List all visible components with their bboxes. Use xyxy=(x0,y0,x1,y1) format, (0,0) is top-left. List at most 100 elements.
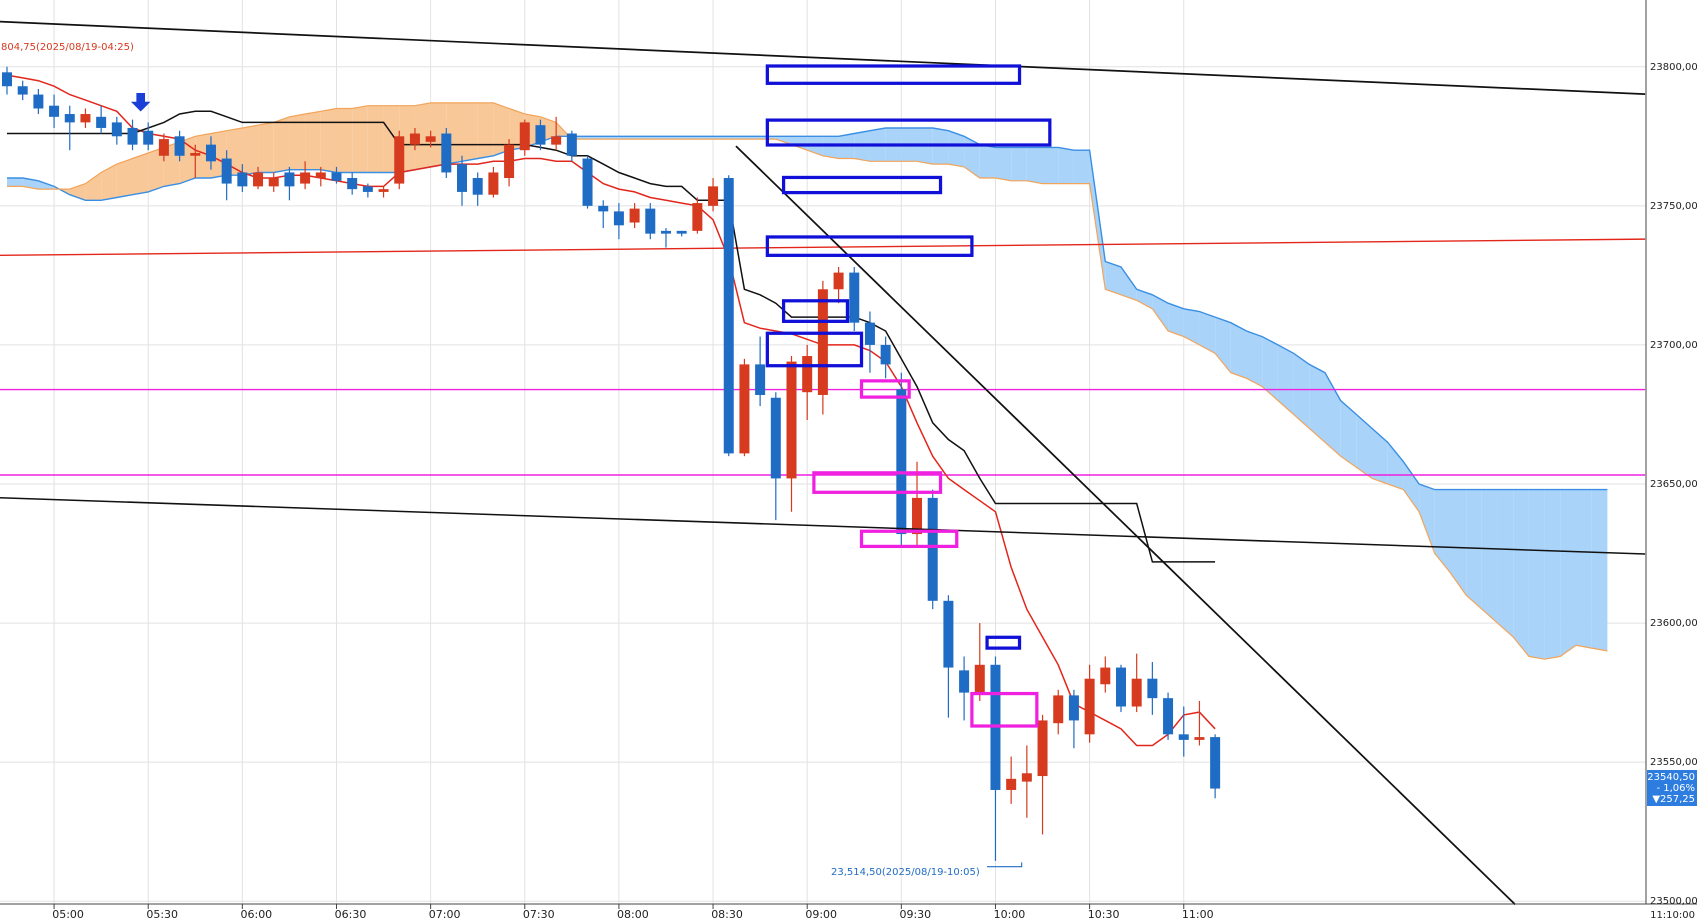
x-tick-label: 08:00 xyxy=(617,908,649,921)
cloud-segment xyxy=(1419,483,1435,554)
cloud-segment xyxy=(414,102,431,170)
cloud-segment xyxy=(1277,344,1294,415)
cloud-segment xyxy=(964,136,980,179)
candle-body xyxy=(535,125,546,145)
box xyxy=(765,118,1052,147)
x-tick-label: 09:00 xyxy=(805,908,837,921)
cloud-segment xyxy=(493,102,510,156)
cloud-segment xyxy=(1105,261,1121,295)
candle-body xyxy=(927,497,938,601)
cloud-segment xyxy=(242,125,259,176)
candle-body xyxy=(315,172,326,179)
cloud-segment xyxy=(948,130,965,167)
cloud-segment xyxy=(305,111,321,170)
candle-body xyxy=(1100,667,1111,685)
cloud-segment xyxy=(1230,322,1247,379)
candles xyxy=(2,66,1221,861)
cloud-segment xyxy=(1058,147,1074,184)
candle-body xyxy=(613,211,624,226)
x-tick-label: 10:00 xyxy=(994,908,1026,921)
candle-body xyxy=(1006,778,1017,790)
box xyxy=(812,471,943,494)
cloud-segment xyxy=(69,183,86,201)
candle-body xyxy=(143,130,154,145)
cloud-segment xyxy=(148,147,164,192)
y-tick-label: 23550,00 xyxy=(1650,757,1697,768)
candle-body xyxy=(221,158,232,184)
candle-body xyxy=(739,364,750,454)
candle-body xyxy=(268,178,279,187)
y-tick-label: 23600,00 xyxy=(1650,618,1697,629)
drawings xyxy=(0,20,1646,906)
candle-body xyxy=(158,139,169,156)
indicator-line xyxy=(7,110,1216,563)
x-tick-label: 07:30 xyxy=(523,908,555,921)
cloud-segment xyxy=(1309,364,1325,443)
box xyxy=(765,331,864,368)
candle-body xyxy=(1037,720,1048,777)
candle-body xyxy=(409,133,420,145)
x-tick-label: 11:00 xyxy=(1182,908,1214,921)
cloud-segment xyxy=(1560,489,1576,657)
signal-arrow xyxy=(130,93,151,112)
cloud-segment xyxy=(1481,489,1498,624)
candle-body xyxy=(566,133,577,156)
box xyxy=(781,299,850,323)
candle-body xyxy=(1147,678,1158,699)
y-tick-label: 23650,00 xyxy=(1650,479,1697,490)
candle-body xyxy=(692,203,703,231)
cloud-segment xyxy=(1152,294,1169,332)
last-change: ▼257,25 xyxy=(1652,794,1695,805)
cloud-segment xyxy=(1011,147,1027,181)
y-tick-label: 23500,00 xyxy=(1650,896,1697,907)
magenta-boxes xyxy=(812,379,1039,728)
candle-body xyxy=(1053,695,1064,724)
cloud-segment xyxy=(1262,336,1278,401)
candle-body xyxy=(880,344,891,365)
cloud-segment xyxy=(1246,331,1263,387)
candle-body xyxy=(1021,773,1032,782)
trend-line xyxy=(0,20,1646,95)
cloud-segment xyxy=(1042,147,1059,184)
candle-body xyxy=(708,186,719,206)
cloud-segment xyxy=(273,116,290,173)
candle-body xyxy=(111,122,122,137)
cloud-segment xyxy=(352,105,368,173)
candle-body xyxy=(755,364,766,395)
cloud-segment xyxy=(1372,428,1388,484)
last-change-pct: - 1,06% xyxy=(1656,783,1695,794)
cloud-segment xyxy=(1089,150,1106,290)
candle-body xyxy=(974,664,985,693)
cloud-segment xyxy=(1324,372,1341,457)
candle-body xyxy=(441,133,452,173)
cloud-segment xyxy=(85,172,102,201)
cloud-segment xyxy=(258,122,274,173)
candle-body xyxy=(802,356,813,393)
cloud-segment xyxy=(1528,489,1545,660)
candle-body xyxy=(817,289,828,395)
candle-body xyxy=(786,361,797,479)
candle-body xyxy=(864,322,875,345)
box xyxy=(781,175,943,195)
cloud-segment xyxy=(1168,303,1184,337)
cloud-segment xyxy=(791,136,808,151)
candle-body xyxy=(645,208,656,234)
ichimoku-cloud xyxy=(7,102,1608,660)
candle-body xyxy=(943,600,954,668)
cloud-segment xyxy=(116,158,133,198)
x-tick-label: 05:00 xyxy=(52,908,84,921)
trend-line xyxy=(0,496,1646,555)
cloud-segment xyxy=(462,102,478,162)
y-tick-label: 23700,00 xyxy=(1650,340,1697,351)
cloud-segment xyxy=(477,102,494,159)
cloud-segment xyxy=(1073,150,1090,184)
candle-body xyxy=(770,397,781,479)
cloud-segment xyxy=(1450,489,1467,596)
red-level-line xyxy=(0,238,1646,257)
cloud-segment xyxy=(367,105,384,173)
cloud-segment xyxy=(289,114,306,170)
candle-body xyxy=(331,172,342,181)
candle-body xyxy=(519,122,530,151)
x-tick-label: 06:30 xyxy=(335,908,367,921)
candle-body xyxy=(1194,737,1205,740)
